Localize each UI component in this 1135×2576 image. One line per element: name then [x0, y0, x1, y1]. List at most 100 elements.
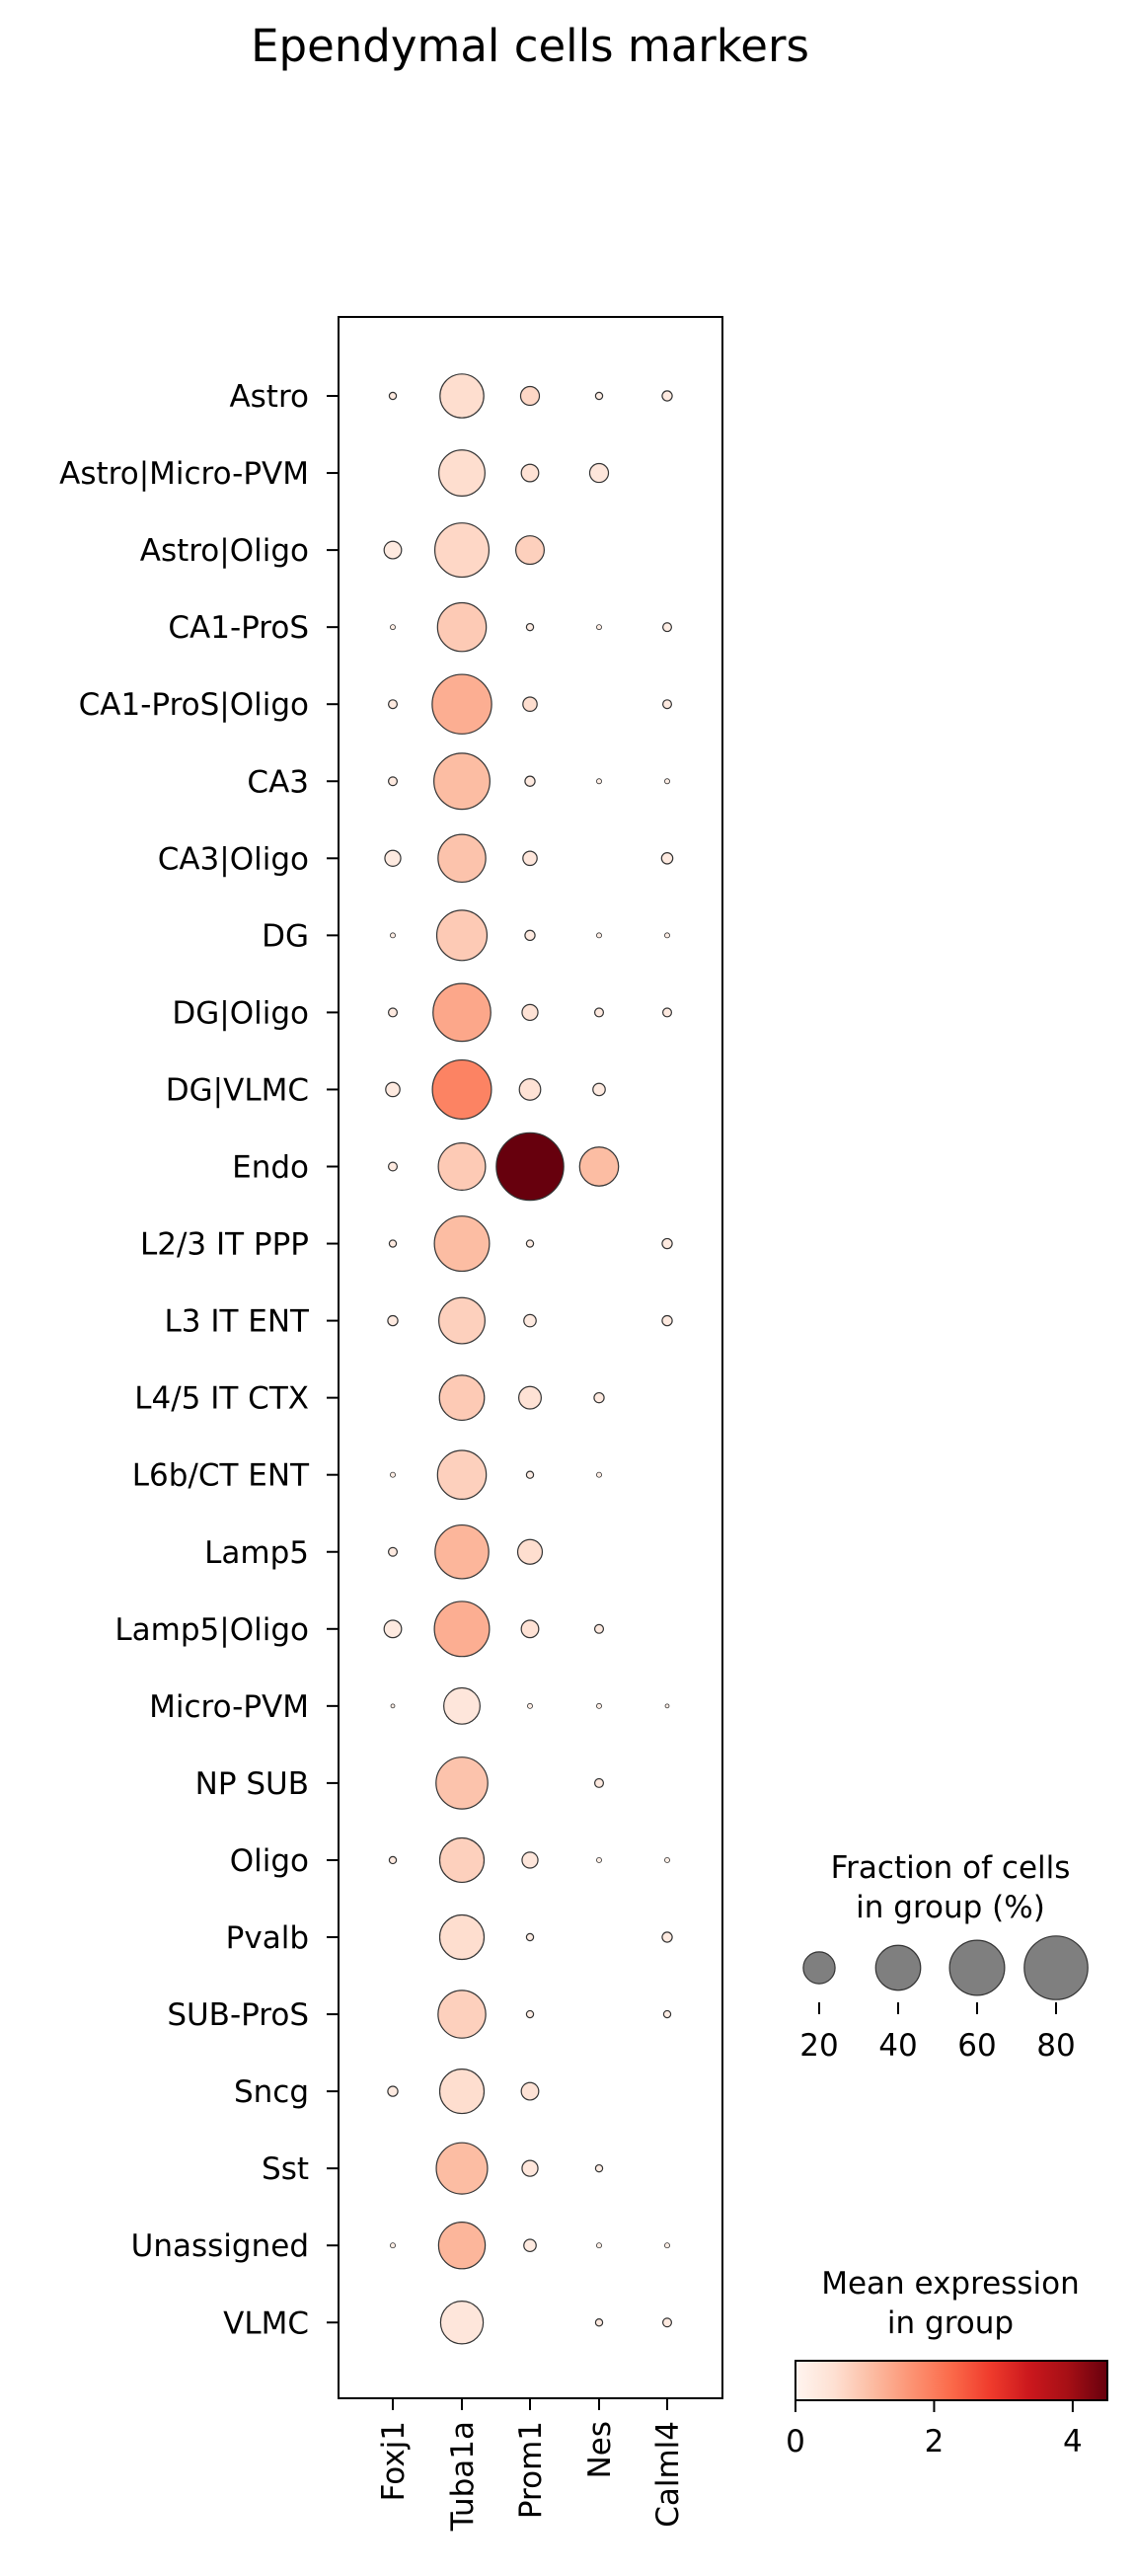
dot-sub-pros-prom1 — [525, 2009, 535, 2019]
dot-endo-foxj1 — [387, 1161, 399, 1172]
dot-endo-tuba1a — [437, 1142, 487, 1191]
dot-unassigned-prom1 — [523, 2238, 537, 2253]
dot-astro-oligo-tuba1a — [433, 522, 491, 579]
dot-dg-nes — [596, 932, 602, 939]
color-legend: Mean expression in group 0 2 4 — [786, 2266, 1108, 2459]
dot-lamp5-prom1 — [516, 1538, 544, 1565]
y-tick-label-ca3-oligo: CA3|Oligo — [158, 841, 309, 877]
x-tick-label-calml4: Calml4 — [650, 2421, 686, 2528]
dot-vlmc-nes — [594, 2318, 604, 2327]
y-tick-label-ca1-pros-oligo: CA1-ProS|Oligo — [79, 687, 309, 723]
chart-title: Ependymal cells markers — [251, 20, 809, 72]
dot-sncg-tuba1a — [438, 2069, 486, 2115]
dot-dg-vlmc-foxj1 — [385, 1081, 401, 1098]
y-tick-label-dg: DG — [262, 918, 309, 954]
y-tick-label-vlmc: VLMC — [223, 2305, 309, 2341]
colorbar-tick-label-2: 2 — [925, 2424, 945, 2459]
dot-unassigned-tuba1a — [437, 2221, 487, 2270]
size-legend-dot-80 — [1023, 1935, 1089, 2000]
dot-dg-vlmc-nes — [592, 1082, 606, 1097]
dot-ca1-pros-foxj1 — [390, 624, 396, 631]
plot-area: Foxj1 Tuba1a Prom1 Nes Calml4 Astro Astro|Micr… — [59, 373, 686, 2532]
dot-dg-calml4 — [664, 932, 670, 939]
dot-dg-oligo-foxj1 — [387, 1007, 399, 1018]
dot-oligo-calml4 — [664, 1857, 670, 1863]
dot-l2-3-it-ppp-foxj1 — [388, 1239, 398, 1248]
dot-ca1-pros-prom1 — [525, 622, 535, 632]
dot-sst-prom1 — [521, 2159, 539, 2177]
dot-unassigned-foxj1 — [390, 2242, 396, 2249]
y-tick-label-astro-oligo: Astro|Oligo — [140, 533, 309, 569]
colorbar-tick-label-0: 0 — [786, 2424, 805, 2459]
y-tick-label-sst: Sst — [262, 2151, 309, 2187]
dot-ca1-pros-oligo-prom1 — [522, 696, 538, 712]
dot-np-sub-tuba1a — [435, 1756, 489, 1810]
y-tick-label-oligo: Oligo — [230, 1843, 309, 1879]
dot-astro-calml4 — [661, 390, 673, 402]
y-tick-label-ca1-pros: CA1-ProS — [168, 610, 309, 646]
size-legend-label-20: 20 — [799, 2028, 838, 2064]
dot-endo-prom1 — [495, 1132, 565, 1202]
dot-lamp5-oligo-nes — [593, 1623, 605, 1634]
y-tick-label-dg-vlmc: DG|VLMC — [166, 1072, 309, 1108]
dot-ca3-foxj1 — [387, 776, 399, 787]
dot-ca1-pros-calml4 — [661, 622, 673, 633]
dot-dg-foxj1 — [390, 932, 396, 939]
dot-dg-oligo-calml4 — [661, 1007, 673, 1018]
dot-sncg-foxj1 — [387, 2085, 399, 2097]
dot-l4-5-it-ctx-nes — [593, 1391, 605, 1404]
dot-lamp5-oligo-prom1 — [520, 1619, 540, 1639]
dot-micro-pvm-prom1 — [527, 1702, 533, 1709]
dot-l6b-ct-ent-tuba1a — [436, 1449, 488, 1500]
x-tick-label-nes: Nes — [582, 2421, 618, 2478]
dot-dg-oligo-nes — [593, 1007, 605, 1018]
size-legend-title-line-1: Fraction of cells — [831, 1850, 1071, 1886]
dot-unassigned-nes — [596, 2242, 602, 2249]
dot-ca3-oligo-foxj1 — [384, 849, 402, 867]
dot-micro-pvm-foxj1 — [390, 1703, 396, 1709]
dot-ca1-pros-tuba1a — [436, 601, 488, 653]
color-legend-title-line-2: in group — [887, 2305, 1014, 2341]
y-tick-label-sub-pros: SUB-ProS — [167, 1997, 309, 2033]
dot-l4-5-it-ctx-prom1 — [518, 1385, 542, 1410]
dot-sub-pros-tuba1a — [437, 1990, 487, 2039]
dot-pvalb-prom1 — [525, 1932, 535, 1942]
y-tick-label-sncg: Sncg — [234, 2074, 309, 2110]
size-legend-dot-60 — [948, 1939, 1006, 1996]
size-legend-label-60: 60 — [957, 2028, 996, 2064]
dot-ca3-oligo-calml4 — [660, 852, 674, 865]
dot-endo-nes — [578, 1146, 620, 1187]
dot-oligo-tuba1a — [438, 1836, 486, 1884]
dot-ca1-pros-oligo-foxj1 — [387, 699, 399, 710]
dot-astro-micro-pvm-nes — [588, 462, 610, 484]
x-tick-label-foxj1: Foxj1 — [376, 2421, 412, 2501]
dot-micro-pvm-calml4 — [664, 1703, 670, 1709]
dot-pvalb-calml4 — [661, 1931, 673, 1943]
dot-sncg-prom1 — [520, 2081, 540, 2101]
dot-sub-pros-calml4 — [662, 2009, 672, 2019]
dot-ca1-pros-oligo-calml4 — [661, 699, 673, 710]
x-tick-label-prom1: Prom1 — [513, 2421, 549, 2519]
dot-oligo-nes — [596, 1857, 602, 1863]
dot-ca1-pros-nes — [596, 624, 602, 631]
dot-astro-foxj1 — [388, 391, 398, 401]
size-legend-label-80: 80 — [1036, 2028, 1075, 2064]
dot-ca3-oligo-tuba1a — [437, 833, 487, 884]
y-tick-label-l4-5-it-ctx: L4/5 IT CTX — [134, 1381, 309, 1417]
dot-ca3-prom1 — [524, 775, 536, 787]
dot-l2-3-it-ppp-tuba1a — [433, 1215, 491, 1273]
size-legend-dot-20 — [802, 1951, 836, 1985]
dot-sst-tuba1a — [435, 2142, 489, 2195]
y-tick-label-ca3: CA3 — [247, 764, 309, 800]
y-tick-label-np-sub: NP SUB — [195, 1766, 309, 1802]
dot-dg-tuba1a — [435, 909, 489, 962]
size-legend: Fraction of cells in group (%) 20 40 60 80 — [799, 1850, 1089, 2064]
dot-dg-vlmc-tuba1a — [431, 1058, 492, 1120]
dot-dg-oligo-tuba1a — [432, 982, 492, 1043]
dot-vlmc-tuba1a — [439, 2301, 485, 2345]
color-legend-title-line-1: Mean expression — [821, 2266, 1080, 2302]
y-tick-label-lamp5-oligo: Lamp5|Oligo — [114, 1612, 309, 1648]
colorbar — [794, 2360, 1108, 2401]
dot-lamp5-oligo-foxj1 — [383, 1619, 403, 1639]
